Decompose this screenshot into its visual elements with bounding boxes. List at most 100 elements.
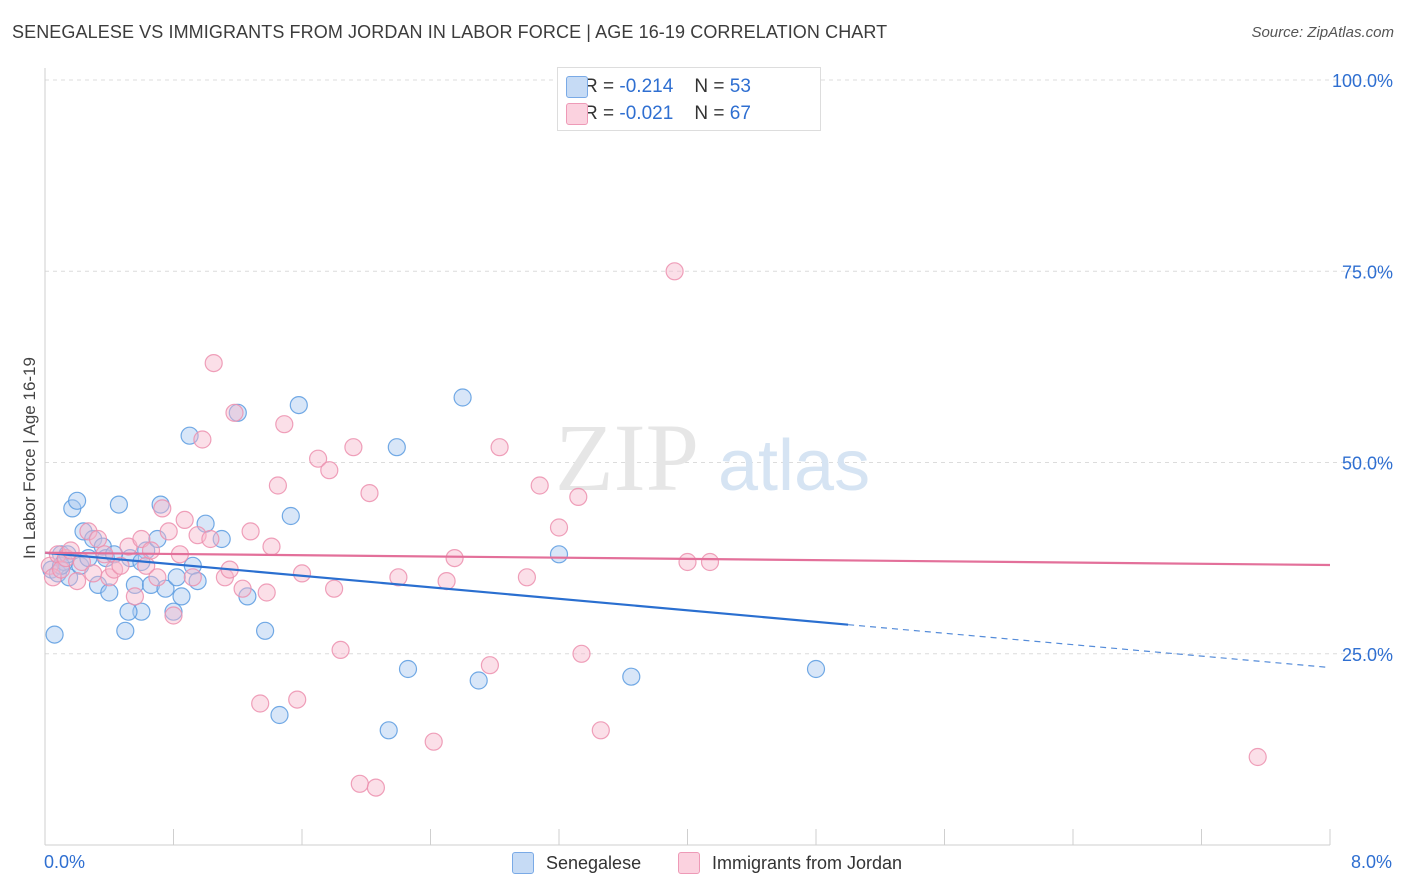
data-point [67,571,87,591]
data-point [445,548,464,568]
bottom-legend-senegalese: Senegalese [512,852,641,874]
data-point [289,396,308,415]
watermark-atlas: atlas [718,426,870,506]
data-point [549,545,569,564]
data-point [325,579,344,598]
data-point [251,694,270,713]
data-point [100,583,119,602]
data-point [164,602,183,621]
x-tick-min: 0.0% [44,852,86,872]
y-tick-label: 50.0% [1342,454,1393,474]
data-point [288,690,307,709]
data-point [387,438,406,457]
x-tick-max: 8.0% [1350,852,1392,872]
data-point [806,659,826,679]
data-point [350,774,369,793]
data-point [530,476,549,495]
data-point [1248,747,1267,767]
legend-row-jordan: R = -0.021 N = 67 [566,101,751,127]
data-point [469,671,488,690]
data-point [398,659,418,679]
legend-swatch-senegalese [566,76,588,98]
data-point [360,484,379,503]
data-point [665,262,684,281]
data-point [700,552,720,572]
data-point [678,552,697,572]
data-point [309,449,328,468]
axes [44,68,1331,846]
data-point [193,430,212,449]
legend-r-label: R = [584,103,615,124]
data-point [45,625,64,644]
y-tick-label: 75.0% [1342,262,1393,282]
data-point [153,499,172,518]
data-point [591,721,610,740]
data-point [275,415,294,434]
legend-n-label: N = [694,103,725,124]
data-point [256,621,275,640]
data-point [201,529,220,549]
legend-r-value: -0.021 [619,103,674,124]
data-point [517,568,537,587]
correlation-legend: R = -0.214 N = 53 R = -0.021 N = 67 [557,67,821,131]
data-point [257,583,276,602]
data-point [437,571,456,591]
legend-swatch-jordan [566,103,588,125]
data-point [141,541,161,560]
bottom-legend-label: Senegalese [546,852,642,873]
data-point [183,568,202,587]
data-point [109,495,129,514]
data-point [270,705,289,725]
data-point [549,518,569,537]
data-point [74,522,93,541]
data-point [569,487,588,506]
data-point [141,575,161,595]
data-point [281,506,300,526]
data-point [132,602,151,621]
series-jordan-points [40,262,1267,797]
legend-r-label: R = [584,76,615,97]
watermark: ZIP atlas [555,404,870,511]
data-point [572,644,591,663]
data-point [175,510,194,530]
legend-row-senegalese: R = -0.214 N = 53 [566,74,751,100]
data-point [88,529,108,549]
data-point [379,721,398,740]
data-point [172,587,191,606]
data-point [167,568,186,587]
bottom-legend-swatch [512,852,534,874]
trend-line-extension [848,624,1331,669]
data-point [225,403,244,422]
data-point [164,606,183,625]
gridlines [45,79,1392,655]
legend-r-value: -0.214 [619,76,674,97]
data-point [67,491,87,510]
data-point [84,564,103,583]
legend-n-value: 67 [729,103,751,124]
y-tick-label: 100.0% [1332,71,1393,91]
data-point [320,461,339,480]
bottom-legend-jordan: Immigrants from Jordan [678,852,902,874]
data-point [331,640,350,660]
bottom-legend-swatch [678,852,700,874]
chart-title: SENEGALESE VS IMMIGRANTS FROM JORDAN IN … [12,22,888,42]
legend-n-label: N = [694,76,725,97]
trend-line [44,551,849,626]
data-point [424,732,443,751]
data-point [116,621,135,640]
data-point [233,579,252,598]
data-point [111,556,130,575]
trend-line [44,551,1331,567]
data-point [490,438,509,457]
y-axis-label: In Labor Force | Age 16-19 [20,357,39,559]
data-point [148,568,167,587]
data-point [241,522,260,541]
data-point [453,388,472,407]
data-point [125,587,144,606]
data-point [292,564,312,583]
watermark-zip: ZIP [555,404,699,511]
data-point [204,354,223,373]
data-point [366,778,385,797]
data-point [159,522,178,541]
